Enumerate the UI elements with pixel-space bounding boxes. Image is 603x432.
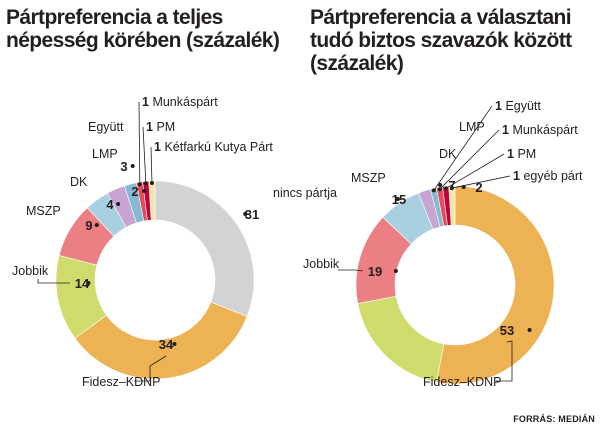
slice-fidesz-kdnp — [74, 301, 248, 380]
dot-fidesz-kdnp — [172, 342, 177, 346]
dot-pm — [443, 186, 448, 191]
label-egyeb-part: 1 egyéb párt — [513, 169, 583, 183]
value-jobbik: 14 — [75, 276, 90, 291]
slice-fidesz-kdnp — [436, 185, 555, 385]
dot-dk — [116, 202, 121, 206]
label-jobbik: Jobbik — [12, 264, 49, 278]
slice-jobbik — [357, 295, 445, 383]
dot-egyutt — [142, 189, 147, 193]
label-pm: 1 PM — [507, 147, 536, 161]
label-fidesz-kdnp: Fidesz–KDNP — [423, 375, 502, 389]
label-ketfarku-kutya-part: 1 Kétfarkú Kutya Párt — [154, 140, 273, 154]
slice-ketfarku-kutya-part — [148, 180, 156, 221]
value-mszp: 9 — [85, 218, 92, 233]
value-lmp: 3 — [120, 159, 127, 174]
label-nincs-partja: nincs pártja — [273, 186, 337, 200]
value-fidesz-kdnp: 53 — [500, 323, 514, 338]
dot-mszp — [94, 223, 99, 227]
leader-egyeb-part — [451, 175, 511, 189]
dot-munkaspart — [137, 182, 142, 187]
label-munkaspart: 1 Munkáspárt — [142, 95, 218, 109]
label-egyutt: Együtt — [88, 120, 124, 134]
leader-ketfarku-kutya-part — [150, 146, 153, 184]
leader-pm — [445, 153, 505, 189]
leader-jobbik — [37, 279, 70, 284]
label-egyutt: 1 Együtt — [495, 99, 541, 113]
value-nincs-partja: 31 — [245, 207, 259, 222]
source-note: FORRÁS: MEDIÁN — [513, 414, 595, 424]
dot-egyeb-part — [449, 186, 454, 191]
label-dk: DK — [70, 175, 88, 189]
leader-munkaspart — [138, 101, 141, 185]
value-lmp: 2 — [475, 180, 482, 195]
leader-fidesz-kdnp — [134, 355, 167, 382]
dot-mszp — [395, 197, 400, 201]
value-dk: 4 — [106, 197, 114, 212]
label-pm: 1 PM — [146, 120, 175, 134]
value-dk: 7 — [448, 178, 455, 193]
dot-jobbik — [86, 281, 91, 285]
dot-ketfarku-kutya-part — [149, 181, 154, 186]
value-fidesz-kdnp: 34 — [159, 337, 174, 352]
label-lmp: LMP — [459, 120, 485, 134]
dot-egyutt — [431, 188, 436, 193]
label-mszp: MSZP — [351, 171, 386, 185]
leader-jobbik — [338, 269, 364, 272]
slice-nincs-partja — [154, 180, 255, 317]
chart-title-left: Pártpreferencia a teljes népesség körébe… — [6, 6, 280, 52]
dot-lmp — [130, 164, 135, 168]
leader-pm — [142, 126, 147, 184]
leader-egyutt — [433, 105, 493, 191]
label-fidesz-kdnp: Fidesz–KDNP — [82, 375, 161, 389]
dot-nincs-partja — [243, 211, 248, 217]
label-jobbik: Jobbik — [303, 257, 340, 271]
label-munkaspart: 1 Munkáspárt — [502, 123, 578, 137]
label-mszp: MSZP — [26, 204, 61, 218]
dot-jobbik — [393, 269, 398, 273]
dot-pm — [143, 181, 148, 186]
leader-fidesz-kdnp — [496, 340, 513, 382]
value-jobbik: 19 — [368, 264, 382, 279]
chart-title-right: Pártpreferencia a választani tudó biztos… — [310, 6, 572, 75]
value-egyutt: 2 — [131, 184, 138, 199]
label-lmp: LMP — [92, 147, 118, 161]
dot-dk — [438, 183, 443, 187]
leader-munkaspart — [439, 129, 500, 190]
dot-munkaspart — [437, 187, 442, 192]
slice-egyeb-part — [448, 185, 456, 226]
label-dk: DK — [439, 147, 457, 161]
dot-fidesz-kdnp — [527, 328, 532, 332]
